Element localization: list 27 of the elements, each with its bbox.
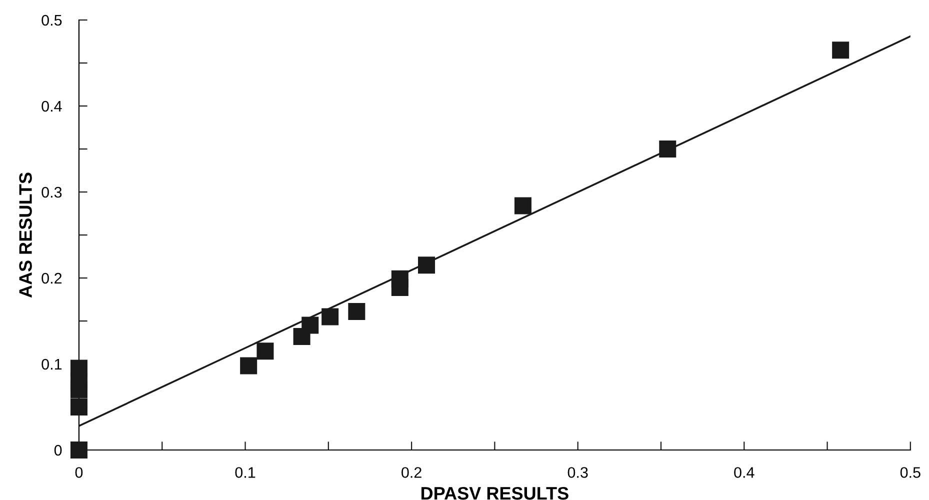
y-axis-title: AAS RESULTS <box>19 172 32 298</box>
point <box>240 357 258 374</box>
point <box>514 197 532 214</box>
point <box>256 342 274 360</box>
point <box>322 308 339 326</box>
x-tick-label: 0.3 <box>568 467 588 478</box>
point <box>391 270 408 288</box>
point <box>70 360 88 377</box>
x-axis-title: DPASV RESULTS <box>421 486 568 500</box>
point <box>832 42 850 59</box>
y-tick-label: 0 <box>54 444 62 456</box>
y-tick-label: 0.4 <box>42 100 62 112</box>
x-tick-label: 0.5 <box>900 467 920 478</box>
y-tick-label: 0.1 <box>42 358 62 370</box>
x-tick-label: 0.2 <box>402 467 422 478</box>
x-tick-label: 0.4 <box>734 467 754 478</box>
point <box>348 303 366 320</box>
y-tick-label: 0.3 <box>42 186 62 198</box>
y-tick-label: 0.5 <box>42 14 62 26</box>
y-tick-label: 0.2 <box>42 272 62 284</box>
point <box>659 140 676 158</box>
x-tick-label: 0.1 <box>235 467 256 478</box>
point <box>418 256 436 274</box>
point <box>302 316 319 334</box>
point <box>70 398 88 416</box>
point <box>70 441 88 459</box>
x-tick-label: 0 <box>75 467 83 478</box>
